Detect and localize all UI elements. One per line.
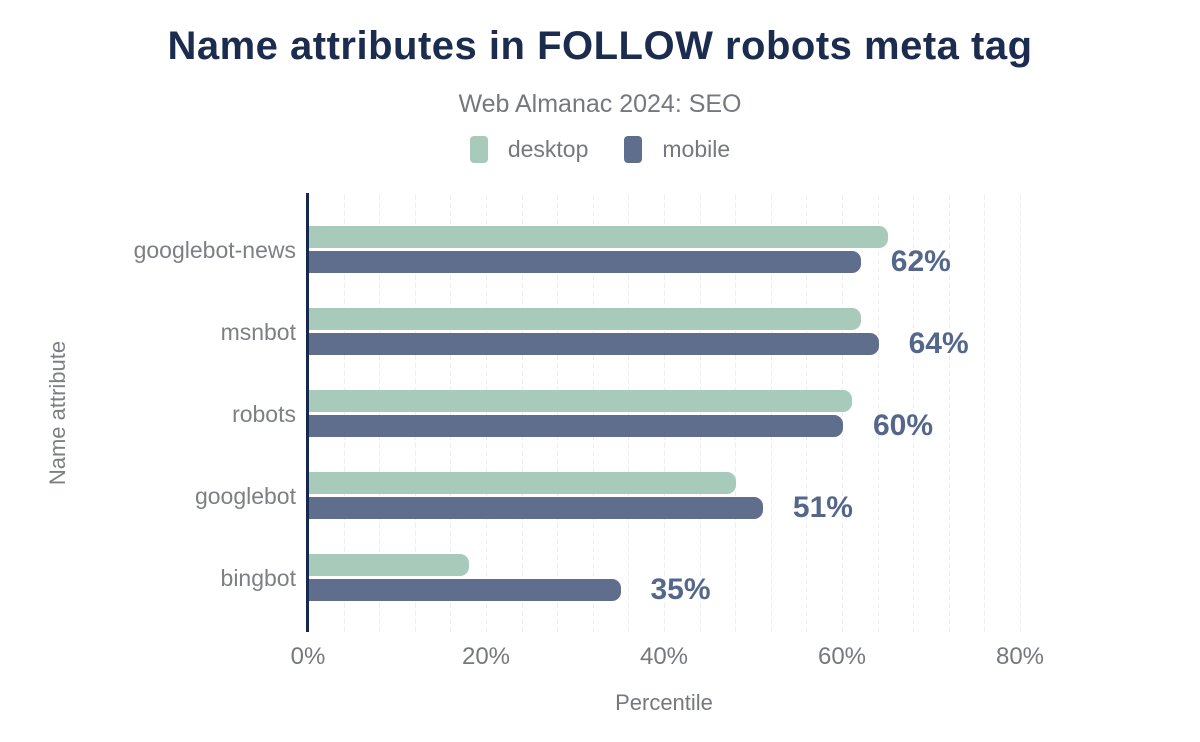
chart-subtitle: Web Almanac 2024: SEO	[458, 90, 742, 118]
gridline	[379, 195, 381, 632]
x-axis-title: Percentile	[615, 690, 713, 715]
mobile-bar-googlebot-news	[309, 251, 861, 273]
chart-title: Name attributes in FOLLOW robots meta ta…	[167, 24, 1033, 68]
data-label-bingbot: 35%	[650, 573, 711, 606]
x-tick-80: 80%	[995, 643, 1045, 670]
gridline	[592, 195, 594, 632]
x-tick-40: 40%	[639, 643, 689, 670]
x-tick-20: 20%	[461, 643, 511, 670]
desktop-bar-googlebot	[309, 472, 737, 494]
gridline	[877, 195, 879, 632]
gridline	[486, 195, 487, 632]
x-tick-60: 60%	[817, 643, 867, 670]
gridline	[450, 195, 452, 632]
legend-item-mobile: mobile	[624, 136, 730, 163]
gridline	[699, 195, 701, 632]
mobile-bar-googlebot	[309, 497, 763, 519]
gridline	[770, 195, 772, 632]
category-label-bingbot: bingbot	[220, 565, 296, 591]
data-label-googlebot-news: 62%	[890, 245, 951, 278]
gridline	[735, 195, 737, 632]
desktop-bar-bingbot	[309, 554, 470, 576]
mobile-bar-msnbot	[309, 333, 879, 355]
mobile-bar-bingbot	[309, 579, 621, 601]
desktop-bar-msnbot	[309, 308, 861, 330]
gridline	[806, 195, 808, 632]
legend: desktop mobile	[0, 136, 1200, 163]
mobile-bar-robots	[309, 415, 843, 437]
data-label-googlebot: 51%	[792, 491, 853, 524]
desktop-bar-robots	[309, 390, 852, 412]
category-label-msnbot: msnbot	[220, 319, 296, 345]
gridline	[557, 195, 559, 632]
gridline	[913, 195, 915, 632]
gridline	[1020, 195, 1021, 632]
gridline	[664, 195, 665, 632]
desktop-swatch-icon	[469, 136, 488, 163]
legend-item-desktop: desktop	[469, 136, 589, 163]
gridline	[984, 195, 986, 632]
category-label-robots: robots	[232, 401, 296, 427]
data-label-robots: 60%	[873, 409, 934, 442]
desktop-bar-googlebot-news	[309, 226, 888, 248]
data-label-msnbot: 64%	[908, 327, 969, 360]
legend-label-desktop: desktop	[507, 136, 589, 162]
mobile-swatch-icon	[624, 136, 643, 163]
x-tick-0: 0%	[290, 643, 326, 670]
gridline	[628, 195, 630, 632]
gridline	[521, 195, 523, 632]
axis-line	[306, 193, 309, 632]
category-label-googlebot-news: googlebot-news	[133, 237, 296, 263]
gridline	[343, 195, 345, 632]
gridline	[414, 195, 416, 632]
gridline	[842, 195, 843, 632]
category-label-googlebot: googlebot	[194, 483, 296, 509]
legend-label-mobile: mobile	[662, 136, 731, 162]
gridline	[948, 195, 950, 632]
